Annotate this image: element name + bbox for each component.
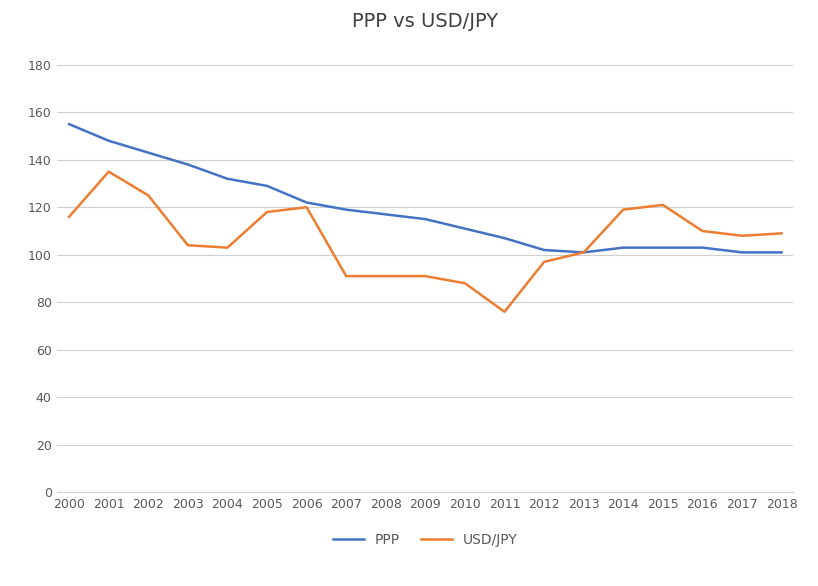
USD/JPY xyxy=(262,209,272,216)
USD/JPY xyxy=(618,206,628,213)
PPP xyxy=(183,161,193,168)
USD/JPY xyxy=(579,249,589,256)
PPP xyxy=(579,249,589,256)
USD/JPY xyxy=(698,227,708,234)
Line: USD/JPY: USD/JPY xyxy=(70,172,781,312)
PPP xyxy=(104,137,114,144)
USD/JPY xyxy=(341,272,351,280)
PPP xyxy=(500,234,510,241)
Line: PPP: PPP xyxy=(70,124,781,253)
PPP xyxy=(460,225,470,232)
PPP xyxy=(262,182,272,189)
PPP xyxy=(737,249,747,256)
USD/JPY xyxy=(737,232,747,239)
PPP xyxy=(143,149,153,156)
PPP xyxy=(698,244,708,251)
USD/JPY xyxy=(222,244,232,251)
PPP xyxy=(222,175,232,182)
USD/JPY xyxy=(302,204,312,211)
PPP xyxy=(618,244,628,251)
Legend: PPP, USD/JPY: PPP, USD/JPY xyxy=(328,528,523,553)
USD/JPY xyxy=(658,202,667,209)
USD/JPY xyxy=(420,272,430,280)
USD/JPY xyxy=(460,280,470,287)
PPP xyxy=(381,211,391,218)
USD/JPY xyxy=(104,168,114,175)
USD/JPY xyxy=(776,230,786,237)
PPP xyxy=(302,199,312,206)
PPP xyxy=(658,244,667,251)
PPP xyxy=(539,247,549,254)
Title: PPP vs USD/JPY: PPP vs USD/JPY xyxy=(353,12,498,31)
USD/JPY xyxy=(183,242,193,249)
USD/JPY xyxy=(143,192,153,199)
PPP xyxy=(341,206,351,213)
PPP xyxy=(65,121,74,128)
USD/JPY xyxy=(500,308,510,315)
USD/JPY xyxy=(381,272,391,280)
USD/JPY xyxy=(539,258,549,265)
PPP xyxy=(776,249,786,256)
USD/JPY xyxy=(65,213,74,220)
PPP xyxy=(420,216,430,223)
